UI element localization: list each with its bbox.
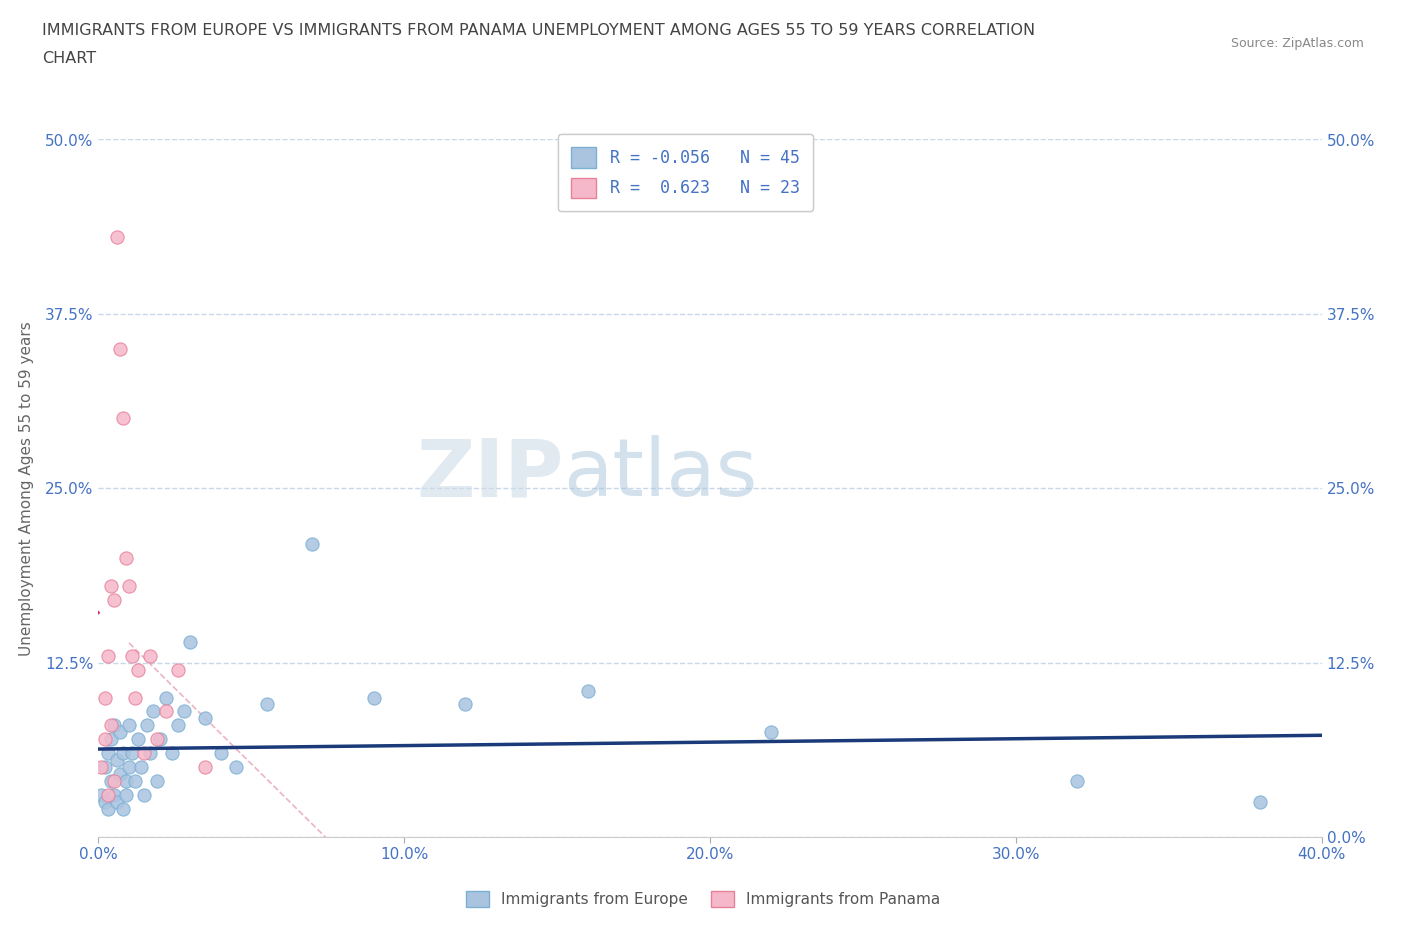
- Point: [167, 718, 190, 733]
- Point: [97, 648, 120, 663]
- Point: [124, 690, 146, 705]
- Point: [173, 704, 195, 719]
- Point: [100, 774, 122, 789]
- Point: [90, 760, 112, 775]
- Point: [118, 760, 141, 775]
- Point: [256, 698, 278, 712]
- Point: [111, 746, 134, 761]
- Point: [127, 732, 149, 747]
- Point: [1249, 794, 1271, 809]
- Point: [149, 732, 172, 747]
- Point: [145, 774, 167, 789]
- Point: [209, 746, 232, 761]
- Text: atlas: atlas: [564, 435, 758, 513]
- Text: IMMIGRANTS FROM EUROPE VS IMMIGRANTS FROM PANAMA UNEMPLOYMENT AMONG AGES 55 TO 5: IMMIGRANTS FROM EUROPE VS IMMIGRANTS FRO…: [42, 23, 1035, 38]
- Point: [301, 537, 323, 551]
- Point: [115, 774, 138, 789]
- Point: [108, 725, 131, 740]
- Point: [115, 551, 138, 565]
- Point: [93, 690, 115, 705]
- Point: [134, 746, 156, 761]
- Point: [127, 662, 149, 677]
- Point: [194, 711, 217, 725]
- Point: [160, 746, 183, 761]
- Point: [111, 411, 134, 426]
- Text: CHART: CHART: [42, 51, 96, 66]
- Point: [103, 592, 125, 607]
- Point: [155, 704, 177, 719]
- Point: [100, 578, 122, 593]
- Point: [97, 788, 120, 803]
- Point: [129, 760, 152, 775]
- Point: [759, 725, 782, 740]
- Point: [93, 732, 115, 747]
- Point: [136, 718, 159, 733]
- Point: [103, 788, 125, 803]
- Point: [93, 794, 115, 809]
- Point: [103, 718, 125, 733]
- Y-axis label: Unemployment Among Ages 55 to 59 years: Unemployment Among Ages 55 to 59 years: [18, 321, 34, 656]
- Point: [139, 648, 162, 663]
- Point: [194, 760, 217, 775]
- Point: [118, 578, 141, 593]
- Point: [93, 760, 115, 775]
- Point: [363, 690, 385, 705]
- Point: [454, 698, 477, 712]
- Point: [139, 746, 162, 761]
- Point: [111, 802, 134, 817]
- Point: [121, 648, 143, 663]
- Text: ZIP: ZIP: [416, 435, 564, 513]
- Point: [90, 788, 112, 803]
- Point: [97, 802, 120, 817]
- Point: [124, 774, 146, 789]
- Point: [1066, 774, 1088, 789]
- Point: [105, 230, 128, 245]
- Point: [167, 662, 190, 677]
- Point: [142, 704, 165, 719]
- Text: Source: ZipAtlas.com: Source: ZipAtlas.com: [1230, 37, 1364, 50]
- Point: [105, 794, 128, 809]
- Point: [105, 753, 128, 768]
- Point: [118, 718, 141, 733]
- Point: [100, 718, 122, 733]
- Point: [134, 788, 156, 803]
- Point: [108, 341, 131, 356]
- Point: [100, 732, 122, 747]
- Point: [97, 746, 120, 761]
- Point: [145, 732, 167, 747]
- Point: [179, 634, 201, 649]
- Point: [103, 774, 125, 789]
- Point: [155, 690, 177, 705]
- Legend: Immigrants from Europe, Immigrants from Panama: Immigrants from Europe, Immigrants from …: [460, 884, 946, 913]
- Point: [225, 760, 247, 775]
- Point: [576, 683, 599, 698]
- Legend: R = -0.056   N = 45, R =  0.623   N = 23: R = -0.056 N = 45, R = 0.623 N = 23: [558, 134, 813, 211]
- Point: [115, 788, 138, 803]
- Point: [108, 766, 131, 781]
- Point: [121, 746, 143, 761]
